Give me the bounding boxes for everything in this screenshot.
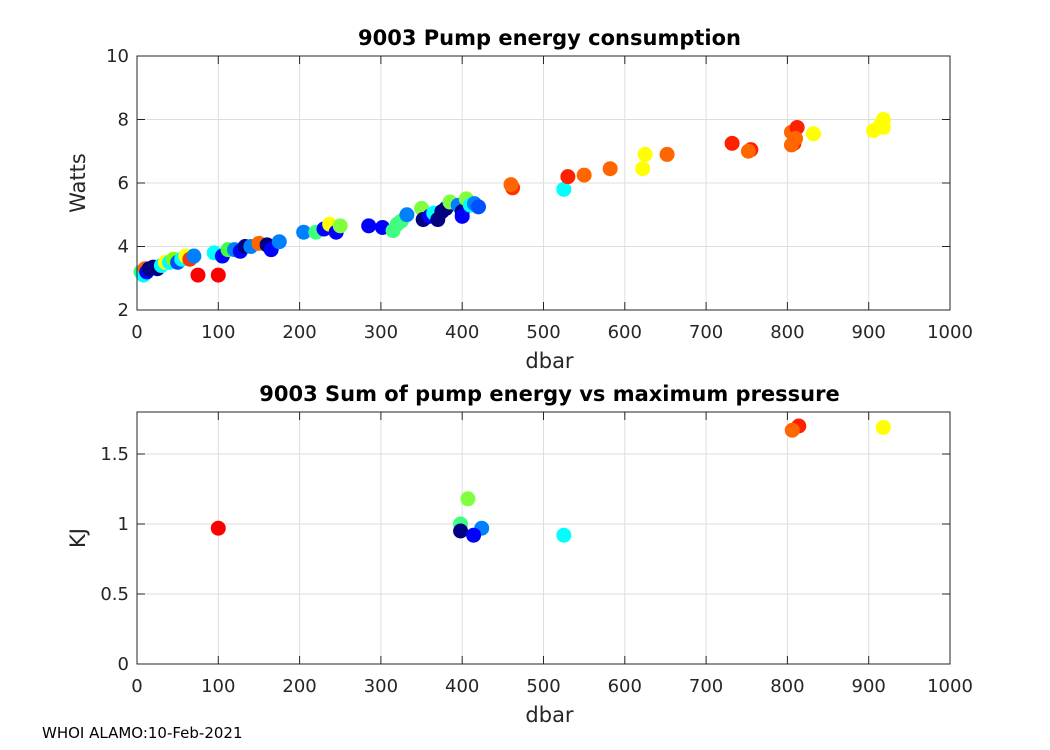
data-point xyxy=(560,169,576,185)
x-tick-label: 200 xyxy=(282,676,316,697)
x-tick-label: 500 xyxy=(526,676,560,697)
data-point xyxy=(788,131,804,147)
data-point xyxy=(637,146,653,162)
x-tick-label: 700 xyxy=(689,322,723,343)
y-tick-label: 6 xyxy=(118,173,129,194)
data-point xyxy=(361,218,377,234)
y-axis-label: KJ xyxy=(66,528,90,548)
x-tick-label: 900 xyxy=(852,322,886,343)
data-point xyxy=(875,419,891,435)
data-point xyxy=(454,208,470,224)
x-tick-label: 700 xyxy=(689,676,723,697)
x-tick-label: 100 xyxy=(201,322,235,343)
data-point xyxy=(740,143,756,159)
data-point xyxy=(805,126,821,142)
x-tick-label: 400 xyxy=(445,676,479,697)
x-tick-label: 800 xyxy=(770,322,804,343)
x-axis-label: dbar xyxy=(525,349,574,373)
data-point xyxy=(556,527,572,543)
axes-box xyxy=(136,411,951,665)
data-point xyxy=(271,234,287,250)
x-tick-label: 900 xyxy=(852,676,886,697)
data-point xyxy=(210,267,226,283)
data-point xyxy=(399,207,415,223)
data-point xyxy=(789,119,805,135)
footer-text: WHOI ALAMO:10-Feb-2021 xyxy=(42,724,243,742)
chart-title: 9003 Pump energy consumption xyxy=(358,26,741,50)
data-point xyxy=(659,146,675,162)
x-tick-label: 400 xyxy=(445,322,479,343)
y-tick-label: 1.5 xyxy=(100,444,129,465)
plot-2: 0 100 200 300 400 500 600 700 800 900 1000 0 0.5 1 1.5… xyxy=(66,382,973,727)
y-tick-label: 2 xyxy=(118,300,129,321)
x-tick-label: 0 xyxy=(131,322,142,343)
axes-box xyxy=(136,55,951,311)
data-point xyxy=(875,119,891,135)
x-tick-label: 800 xyxy=(770,676,804,697)
y-tick-label: 0.5 xyxy=(100,584,129,605)
y-axis-label: Watts xyxy=(66,153,90,213)
data-point xyxy=(503,177,519,193)
data-point xyxy=(784,422,800,438)
data-point xyxy=(576,167,592,183)
chart-title: 9003 Sum of pump energy vs maximum press… xyxy=(259,382,839,406)
x-tick-label: 200 xyxy=(282,322,316,343)
data-point xyxy=(635,161,651,177)
data-point xyxy=(210,520,226,536)
x-tick-label: 600 xyxy=(608,322,642,343)
data-point xyxy=(470,199,486,215)
data-point xyxy=(460,491,476,507)
y-tick-label: 8 xyxy=(118,110,129,131)
y-tick-label: 0 xyxy=(118,654,129,675)
data-point xyxy=(186,248,202,264)
y-tick-label: 4 xyxy=(118,237,129,258)
data-point xyxy=(602,161,618,177)
x-tick-label: 600 xyxy=(608,676,642,697)
x-tick-label: 1000 xyxy=(927,322,973,343)
x-tick-label: 0 xyxy=(131,676,142,697)
data-point xyxy=(724,135,740,151)
x-tick-label: 300 xyxy=(364,322,398,343)
y-tick-label: 1 xyxy=(118,514,129,535)
x-tick-label: 500 xyxy=(526,322,560,343)
plot-1: 0 100 200 300 400 500 600 700 800 900 1000 2 4 6 8 10 90… xyxy=(66,26,973,373)
data-point xyxy=(190,267,206,283)
data-point xyxy=(332,218,348,234)
data-point xyxy=(453,523,469,539)
x-tick-label: 1000 xyxy=(927,676,973,697)
data-point xyxy=(466,527,482,543)
data-point xyxy=(296,224,312,240)
x-axis-label: dbar xyxy=(525,703,574,727)
x-tick-label: 100 xyxy=(201,676,235,697)
data-point xyxy=(556,181,572,197)
y-tick-label: 10 xyxy=(106,46,129,67)
x-tick-label: 300 xyxy=(364,676,398,697)
